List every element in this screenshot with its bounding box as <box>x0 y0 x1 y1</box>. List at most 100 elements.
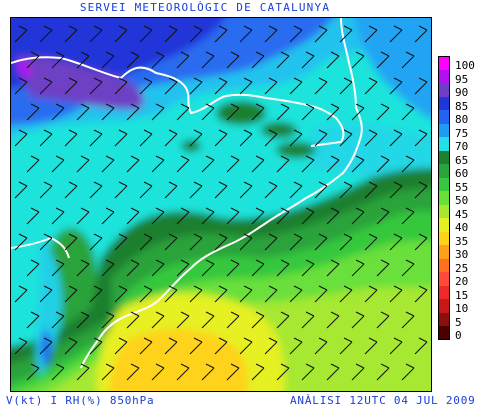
wind-barb <box>376 263 390 277</box>
wind-barb <box>101 107 115 121</box>
wind-barb <box>314 133 328 147</box>
wind-barb <box>201 107 215 121</box>
wind-barb-flag <box>218 285 228 291</box>
wind-barb <box>76 159 90 173</box>
wind-barb-flag <box>255 155 265 161</box>
wind-barb <box>389 133 403 147</box>
wind-barb <box>39 29 53 43</box>
legend-swatch <box>438 56 450 70</box>
legend-label: 70 <box>455 140 469 153</box>
wind-barb <box>189 237 203 251</box>
wind-barb <box>164 185 178 199</box>
wind-barb-flag <box>280 259 290 265</box>
wind-barb-flag <box>368 77 378 83</box>
wind-barb-flag <box>218 337 228 343</box>
legend-label: 100 <box>455 59 475 72</box>
wind-barb-flag <box>418 181 428 187</box>
wind-barb-flag <box>143 285 153 291</box>
wind-barb <box>39 237 53 251</box>
wind-barb-flag <box>155 155 165 161</box>
wind-barb-flag <box>180 311 190 317</box>
wind-barb-flag <box>93 285 103 291</box>
wind-barb-flag <box>18 77 28 83</box>
wind-barb <box>14 237 28 251</box>
wind-barb <box>351 367 365 381</box>
legend-swatch <box>438 123 450 137</box>
wind-barb-flag <box>393 181 403 187</box>
wind-barb <box>214 29 228 43</box>
wind-barb-flag <box>293 285 303 291</box>
wind-barb-flag <box>380 363 390 369</box>
legend-label: 85 <box>455 99 469 113</box>
wind-barb-flag <box>380 311 390 317</box>
wind-barb-flag <box>205 103 215 109</box>
wind-barb <box>101 367 115 381</box>
wind-barb <box>289 29 303 43</box>
wind-barb-flag <box>18 337 28 343</box>
legend-label: 65 <box>455 153 469 167</box>
wind-barb <box>139 185 153 199</box>
wind-barb-flag <box>55 259 65 265</box>
wind-barb <box>164 237 178 251</box>
wind-barb <box>376 367 390 381</box>
wind-barb-flag <box>393 129 403 135</box>
wind-barb-flag <box>393 233 403 239</box>
wind-barb-flag <box>30 103 40 109</box>
wind-barb <box>389 29 403 43</box>
wind-barb <box>351 159 365 173</box>
wind-barb-flag <box>168 25 178 31</box>
wind-barb <box>201 367 215 381</box>
footer-variable-label: V(kt) I RH(%) 850hPa <box>6 394 155 407</box>
wind-barb <box>51 263 65 277</box>
wind-barb-flag <box>418 25 428 31</box>
wind-barb-flag <box>293 129 303 135</box>
wind-barb <box>264 81 278 95</box>
wind-barb <box>189 289 203 303</box>
wind-barb-flag <box>143 233 153 239</box>
wind-barb <box>214 133 228 147</box>
wind-barb <box>351 315 365 329</box>
wind-barb-flag <box>55 103 65 109</box>
wind-barbs <box>14 25 428 381</box>
legend-swatch <box>438 218 450 232</box>
wind-barb <box>314 29 328 43</box>
wind-barb-flag <box>168 337 178 343</box>
wind-barb <box>264 29 278 43</box>
wind-barb <box>251 263 265 277</box>
wind-barb-flag <box>43 285 53 291</box>
wind-barb-flag <box>380 155 390 161</box>
legend-swatch <box>438 83 450 97</box>
wind-barb-flag <box>318 285 328 291</box>
wind-barb-flag <box>255 103 265 109</box>
wind-barb-flag <box>318 337 328 343</box>
wind-barb <box>14 289 28 303</box>
wind-barb-flag <box>180 207 190 213</box>
wind-barb-flag <box>405 259 415 265</box>
wind-barb <box>314 289 328 303</box>
wind-barb <box>351 263 365 277</box>
wind-barb-flag <box>268 129 278 135</box>
wind-barb <box>139 289 153 303</box>
wind-barb-flag <box>218 181 228 187</box>
legend-swatch <box>438 150 450 164</box>
wind-barb <box>64 29 78 43</box>
wind-barb-flag <box>405 103 415 109</box>
wind-barb-flag <box>243 181 253 187</box>
wind-barb <box>151 55 165 69</box>
wind-barb <box>164 29 178 43</box>
wind-barb-flag <box>180 103 190 109</box>
wind-barb-flag <box>243 129 253 135</box>
wind-barb <box>101 211 115 225</box>
wind-barb-flag <box>305 363 315 369</box>
wind-barb <box>176 55 190 69</box>
wind-barb <box>51 55 65 69</box>
wind-barb <box>126 159 140 173</box>
wind-barb <box>339 29 353 43</box>
wind-barb-flag <box>418 129 428 135</box>
wind-barb-flag <box>80 103 90 109</box>
wind-barb-flag <box>255 207 265 213</box>
wind-barb-flag <box>30 51 40 57</box>
wind-barb-flag <box>318 129 328 135</box>
wind-barb <box>101 159 115 173</box>
wind-barb-flag <box>418 337 428 343</box>
